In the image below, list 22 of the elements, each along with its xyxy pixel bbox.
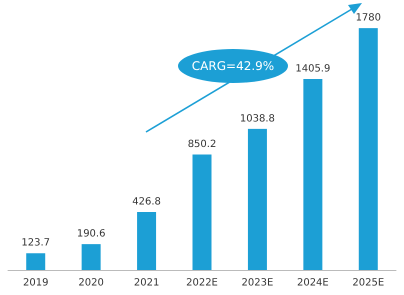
bar xyxy=(303,79,322,270)
data-label: 1780 xyxy=(356,12,382,24)
x-tick-label: 2021 xyxy=(134,278,160,288)
x-tick-label: 2020 xyxy=(78,278,104,288)
x-tick-label: 2023E xyxy=(242,278,274,288)
data-label: 1038.8 xyxy=(240,113,275,124)
data-label: 1405.9 xyxy=(295,64,330,75)
bar xyxy=(26,253,46,270)
data-label: 123.7 xyxy=(21,238,50,249)
annotation: CARG=42.9% xyxy=(192,59,274,73)
x-tick-label: 2024E xyxy=(296,278,329,288)
x-tick-label: 2025E xyxy=(352,278,384,288)
x-tick-label: 2022E xyxy=(186,278,218,288)
bar xyxy=(137,212,156,270)
bar xyxy=(82,244,101,270)
bar xyxy=(358,28,378,270)
x-tick-label: 2019 xyxy=(22,278,48,288)
bar xyxy=(192,154,212,270)
data-label: 190.6 xyxy=(76,228,106,240)
data-label: 426.8 xyxy=(132,196,161,208)
data-label: 850.2 xyxy=(188,139,216,150)
bar xyxy=(248,128,267,270)
